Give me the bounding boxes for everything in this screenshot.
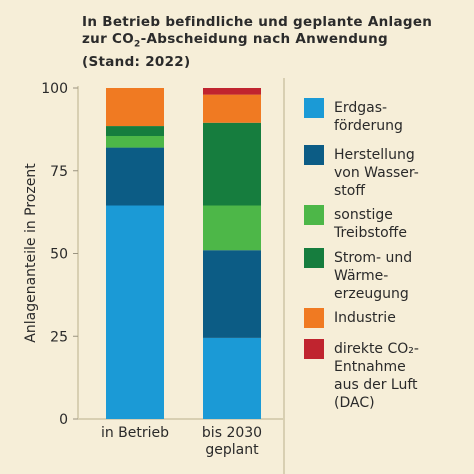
legend-swatch — [304, 98, 324, 118]
legend-label: Erdgas- — [334, 100, 387, 116]
legend-label: Treibstoffe — [333, 225, 407, 241]
title-line-2-post: -Abscheidung nach Anwendung — [140, 31, 388, 47]
legend-label: Wärme- — [334, 268, 388, 284]
bar-segment — [203, 205, 261, 251]
legend-swatch — [304, 248, 324, 268]
legend-label: Herstellung — [334, 147, 415, 163]
bar-segment — [106, 126, 164, 136]
bar-segment — [203, 122, 261, 206]
y-tick-label: 0 — [59, 412, 68, 428]
bar-segment — [106, 88, 164, 127]
title-line-1: In Betrieb befindliche und geplante Anla… — [82, 14, 433, 30]
legend-label: aus der Luft — [334, 377, 418, 393]
bar-segment — [203, 94, 261, 123]
chart-title: In Betrieb befindliche und geplante Anla… — [82, 14, 462, 71]
y-tick-label: 100 — [41, 81, 68, 97]
legend-swatch — [304, 308, 324, 328]
title-line-2-pre: zur CO — [82, 31, 135, 47]
legend-label: (DAC) — [334, 395, 375, 411]
legend-label: förderung — [334, 118, 403, 134]
title-line-3: (Stand: 2022) — [82, 53, 191, 70]
y-tick-label: 75 — [50, 164, 68, 180]
legend-swatch — [304, 339, 324, 359]
y-axis-label: Anlagenanteile in Prozent — [23, 163, 39, 343]
legend-label: stoff — [334, 183, 365, 199]
legend-label: erzeugung — [334, 286, 409, 302]
legend-swatch — [304, 205, 324, 225]
title-line-2-sub: 2 — [134, 39, 141, 50]
bar-segment — [106, 147, 164, 206]
bar-segment — [203, 88, 261, 95]
x-tick-label: geplant — [205, 442, 259, 458]
legend-label: direkte CO₂- — [334, 341, 419, 357]
y-tick-label: 25 — [50, 329, 68, 345]
legend-label: Industrie — [334, 310, 396, 326]
x-tick-label: bis 2030 — [202, 425, 262, 441]
legend-label: Entnahme — [334, 359, 406, 375]
legend-label: Strom- und — [334, 250, 412, 266]
x-tick-label: in Betrieb — [101, 425, 169, 441]
legend-label: von Wasser- — [334, 165, 419, 181]
bar-segment — [203, 337, 261, 419]
legend-label: sonstige — [334, 207, 393, 223]
bar-segment — [106, 205, 164, 419]
title-line-2: zur CO2-Abscheidung nach Anwendung — [82, 31, 462, 54]
bar-segment — [203, 250, 261, 338]
bar-segment — [106, 135, 164, 148]
y-tick-label: 50 — [50, 247, 68, 263]
legend-swatch — [304, 145, 324, 165]
